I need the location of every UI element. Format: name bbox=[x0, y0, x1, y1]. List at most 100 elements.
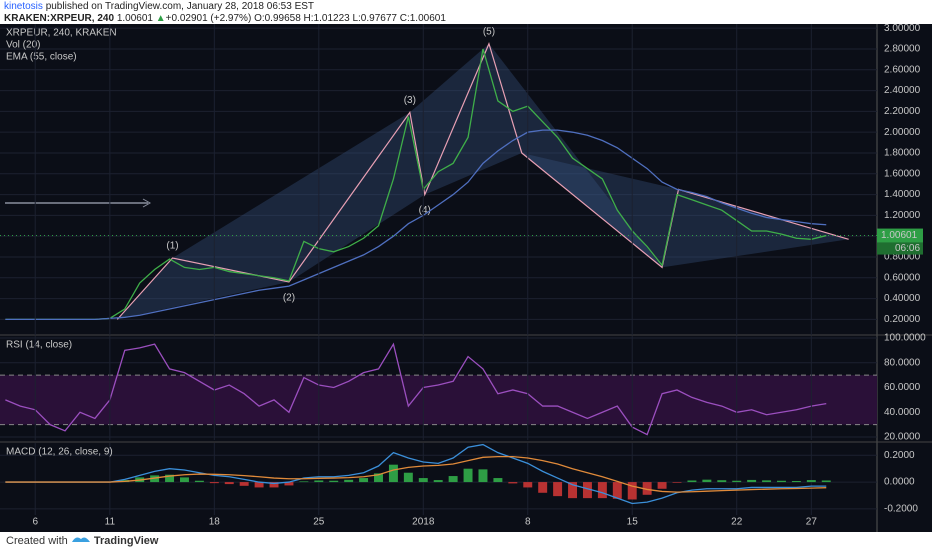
logo bbox=[71, 537, 90, 542]
series-line bbox=[5, 456, 827, 493]
histogram-bar bbox=[493, 478, 503, 483]
histogram-bar bbox=[150, 475, 160, 483]
histogram-bar bbox=[806, 480, 816, 483]
x-tick-label: 15 bbox=[627, 517, 639, 528]
indicator-label: Vol (20) bbox=[6, 40, 40, 51]
x-tick-label: 27 bbox=[806, 517, 818, 528]
histogram-bar bbox=[642, 482, 652, 495]
rsi-band bbox=[0, 375, 877, 425]
last-price-box bbox=[877, 228, 923, 243]
ohlc: O:0.99658 H:1.01223 L:0.97677 C:1.00601 bbox=[254, 13, 446, 24]
histogram-bar bbox=[702, 479, 712, 483]
histogram-bar bbox=[254, 482, 264, 488]
y-tick-label: 100.0000 bbox=[884, 333, 926, 344]
histogram-bar bbox=[418, 478, 428, 483]
histogram-bar bbox=[657, 482, 667, 489]
histogram-bar bbox=[314, 480, 324, 483]
histogram-bar bbox=[374, 473, 383, 483]
y-tick-label: 0.40000 bbox=[884, 293, 921, 304]
histogram-bar bbox=[403, 472, 413, 483]
histogram-bar bbox=[388, 464, 398, 483]
x-tick-label: 18 bbox=[209, 517, 221, 528]
histogram-bar bbox=[762, 480, 772, 483]
histogram-bar bbox=[478, 469, 488, 483]
histogram-bar bbox=[284, 482, 294, 486]
pattern-fill bbox=[288, 112, 425, 282]
histogram-bar bbox=[448, 476, 458, 483]
histogram-bar bbox=[269, 482, 279, 488]
series-line bbox=[5, 48, 827, 321]
histogram-bar bbox=[821, 480, 831, 483]
y-tick-label: 0.0000 bbox=[884, 477, 915, 488]
x-tick-label: 6 bbox=[32, 517, 38, 528]
pattern-fill bbox=[424, 43, 522, 195]
last-price-label: 1.00601 bbox=[881, 230, 918, 241]
chart: 0.200000.400000.600000.800001.000001.200… bbox=[0, 24, 932, 532]
y-tick-label: 2.80000 bbox=[884, 44, 921, 55]
pattern-fill bbox=[662, 189, 849, 268]
histogram-bar bbox=[179, 477, 189, 483]
change: +0.02901 (+2.97%) bbox=[165, 13, 252, 24]
histogram-bar bbox=[732, 480, 742, 483]
wave-label: (3) bbox=[404, 95, 416, 106]
histogram-bar bbox=[597, 482, 607, 499]
y-tick-label: -0.2000 bbox=[884, 503, 918, 514]
histogram-bar bbox=[165, 474, 175, 483]
y-tick-label: 60.0000 bbox=[884, 382, 921, 393]
histogram-bar bbox=[433, 480, 443, 483]
y-tick-label: 2.40000 bbox=[884, 85, 921, 96]
y-tick-label: 2.20000 bbox=[884, 106, 921, 117]
footer: Created with TradingView bbox=[6, 534, 158, 547]
pane-title: XRPEUR, 240, KRAKEN bbox=[6, 28, 117, 39]
x-tick-label: 11 bbox=[105, 517, 116, 528]
symbol: KRAKEN:XRPEUR, 240 bbox=[4, 13, 115, 24]
price: 1.00601 bbox=[116, 13, 153, 24]
histogram-bar bbox=[508, 482, 518, 484]
published: published on TradingView.com, January 28… bbox=[45, 1, 315, 12]
histogram-bar bbox=[359, 478, 369, 483]
histogram-bar bbox=[747, 479, 757, 483]
histogram-bar bbox=[672, 482, 682, 483]
y-tick-label: 1.40000 bbox=[884, 189, 921, 200]
legend-entry: EMA (55, close) bbox=[6, 52, 77, 63]
y-tick-label: 1.80000 bbox=[884, 148, 921, 159]
x-tick-label: 22 bbox=[731, 517, 743, 528]
pattern-fill bbox=[172, 112, 410, 282]
histogram-bar bbox=[687, 480, 697, 483]
header: kinetosis published on TradingView.com, … bbox=[4, 1, 446, 25]
brand: TradingView bbox=[93, 535, 159, 547]
histogram-bar bbox=[194, 480, 204, 483]
pattern-fill bbox=[488, 43, 663, 268]
created: Created with bbox=[6, 535, 68, 547]
wave-label: (2) bbox=[283, 293, 295, 304]
histogram-bar bbox=[299, 481, 309, 483]
wave-label: (5) bbox=[483, 26, 495, 37]
y-tick-label: 2.60000 bbox=[884, 64, 921, 75]
time-label: 06:06 bbox=[895, 243, 920, 254]
x-tick-label: 2018 bbox=[412, 517, 435, 528]
histogram-bar bbox=[627, 482, 637, 500]
x-tick-label: 8 bbox=[525, 517, 531, 528]
y-tick-label: 80.0000 bbox=[884, 357, 921, 368]
pattern-fill bbox=[409, 43, 489, 195]
histogram-bar bbox=[568, 482, 578, 499]
arrow: ▲ bbox=[155, 13, 166, 24]
drawing-arrow-head bbox=[142, 198, 152, 208]
histogram-bar bbox=[612, 482, 622, 499]
y-tick-label: 1.60000 bbox=[884, 168, 921, 179]
histogram-bar bbox=[717, 480, 727, 483]
series-line bbox=[5, 342, 827, 436]
pane-title: RSI (14, close) bbox=[6, 340, 72, 351]
wave-label: (1) bbox=[166, 241, 178, 252]
histogram-bar bbox=[538, 482, 548, 493]
series-line bbox=[5, 443, 827, 505]
histogram-bar bbox=[224, 482, 234, 485]
y-tick-label: 1.20000 bbox=[884, 210, 921, 221]
wave-label: (4) bbox=[419, 205, 431, 216]
pane-title: MACD (12, 26, close, 9) bbox=[6, 447, 113, 458]
author: kinetosis bbox=[4, 1, 43, 12]
histogram-bar bbox=[553, 482, 563, 497]
y-tick-label: 0.2000 bbox=[884, 450, 915, 461]
histogram-bar bbox=[463, 468, 473, 483]
